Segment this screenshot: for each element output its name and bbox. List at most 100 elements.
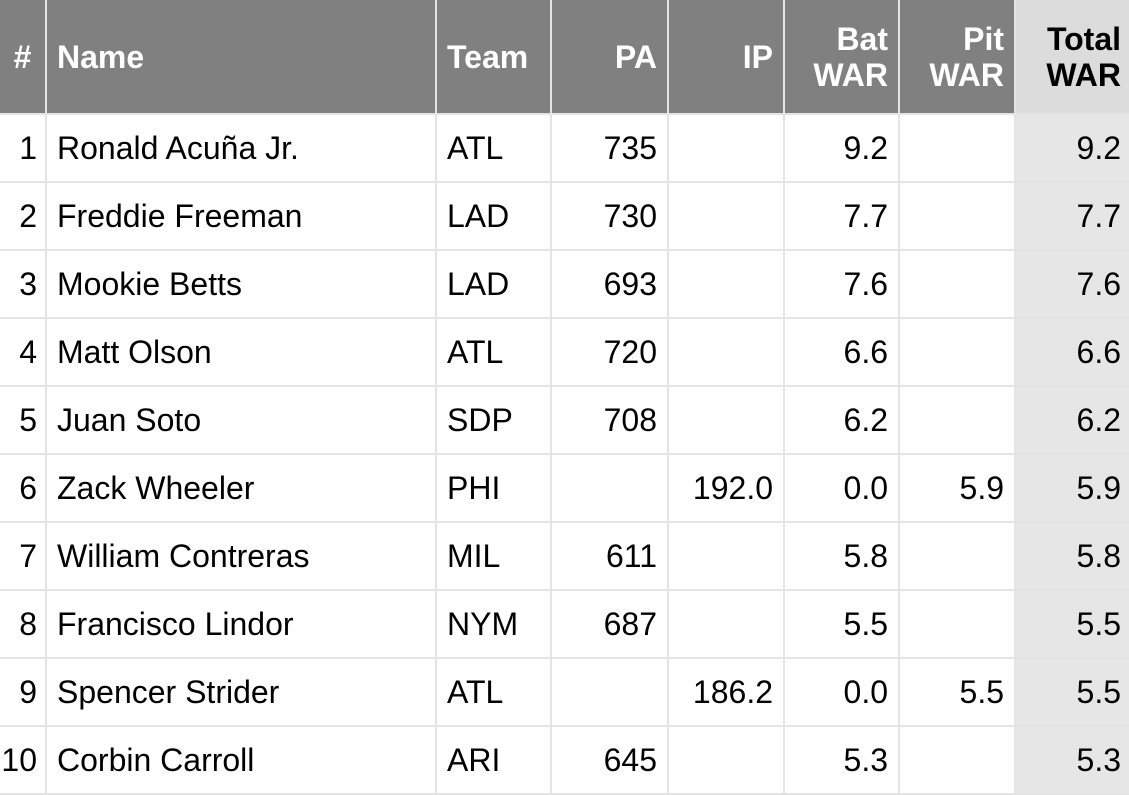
bat-war-cell: 5.8	[785, 523, 898, 589]
column-header: Total WAR	[1016, 0, 1129, 113]
table-row: 2 Freddie Freeman LAD 730 7.7 7.7	[0, 183, 1129, 249]
rank-cell: 1	[0, 115, 45, 181]
rank-cell: 3	[0, 251, 45, 317]
column-header: Team	[437, 0, 550, 113]
pit-war-cell	[900, 115, 1014, 181]
rank-cell: 10	[0, 727, 45, 793]
total-war-cell: 7.7	[1016, 183, 1129, 249]
team-cell: LAD	[437, 183, 550, 249]
pit-war-cell	[900, 591, 1014, 657]
table-row: 8 Francisco Lindor NYM 687 5.5 5.5	[0, 591, 1129, 657]
bat-war-cell: 9.2	[785, 115, 898, 181]
plate-appearances-cell	[552, 659, 667, 725]
total-war-cell: 5.5	[1016, 591, 1129, 657]
plate-appearances-cell: 645	[552, 727, 667, 793]
total-war-cell: 5.5	[1016, 659, 1129, 725]
player-name-cell: Zack Wheeler	[47, 455, 435, 521]
table-row: 3 Mookie Betts LAD 693 7.6 7.6	[0, 251, 1129, 317]
pit-war-cell	[900, 727, 1014, 793]
column-header: IP	[669, 0, 783, 113]
column-header: Pit WAR	[900, 0, 1014, 113]
bat-war-cell: 5.3	[785, 727, 898, 793]
bat-war-cell: 7.7	[785, 183, 898, 249]
table-row: 6 Zack Wheeler PHI 192.0 0.0 5.9 5.9	[0, 455, 1129, 521]
total-war-cell: 5.3	[1016, 727, 1129, 793]
player-name-cell: Matt Olson	[47, 319, 435, 385]
table-row: 1 Ronald Acuña Jr. ATL 735 9.2 9.2	[0, 115, 1129, 181]
player-name-cell: Mookie Betts	[47, 251, 435, 317]
bat-war-cell: 0.0	[785, 455, 898, 521]
pit-war-cell	[900, 319, 1014, 385]
team-cell: ATL	[437, 659, 550, 725]
bat-war-cell: 5.5	[785, 591, 898, 657]
rank-cell: 2	[0, 183, 45, 249]
team-cell: ATL	[437, 319, 550, 385]
bat-war-cell: 0.0	[785, 659, 898, 725]
team-cell: NYM	[437, 591, 550, 657]
table-row: 4 Matt Olson ATL 720 6.6 6.6	[0, 319, 1129, 385]
bat-war-cell: 6.6	[785, 319, 898, 385]
player-name-cell: Corbin Carroll	[47, 727, 435, 793]
total-war-cell: 6.6	[1016, 319, 1129, 385]
column-header: Name	[47, 0, 435, 113]
team-cell: PHI	[437, 455, 550, 521]
table-row: 7 William Contreras MIL 611 5.8 5.8	[0, 523, 1129, 589]
total-war-cell: 7.6	[1016, 251, 1129, 317]
bat-war-cell: 7.6	[785, 251, 898, 317]
rank-cell: 9	[0, 659, 45, 725]
table-row: 9 Spencer Strider ATL 186.2 0.0 5.5 5.5	[0, 659, 1129, 725]
player-name-cell: Freddie Freeman	[47, 183, 435, 249]
total-war-cell: 5.8	[1016, 523, 1129, 589]
player-name-cell: Francisco Lindor	[47, 591, 435, 657]
pit-war-cell	[900, 387, 1014, 453]
player-name-cell: Ronald Acuña Jr.	[47, 115, 435, 181]
rank-cell: 7	[0, 523, 45, 589]
innings-pitched-cell	[669, 251, 783, 317]
plate-appearances-cell: 611	[552, 523, 667, 589]
total-war-cell: 5.9	[1016, 455, 1129, 521]
total-war-cell: 6.2	[1016, 387, 1129, 453]
team-cell: LAD	[437, 251, 550, 317]
bat-war-cell: 6.2	[785, 387, 898, 453]
plate-appearances-cell: 730	[552, 183, 667, 249]
header-row: # Name Team PA IP Bat WAR Pit WAR Total WAR	[0, 0, 1129, 113]
rank-cell: 6	[0, 455, 45, 521]
column-header: PA	[552, 0, 667, 113]
plate-appearances-cell: 708	[552, 387, 667, 453]
plate-appearances-cell: 720	[552, 319, 667, 385]
innings-pitched-cell	[669, 115, 783, 181]
rank-cell: 8	[0, 591, 45, 657]
pit-war-cell: 5.9	[900, 455, 1014, 521]
innings-pitched-cell: 186.2	[669, 659, 783, 725]
total-war-cell: 9.2	[1016, 115, 1129, 181]
table-body: 1 Ronald Acuña Jr. ATL 735 9.2 9.2 2 Freddie Fr…	[0, 115, 1129, 793]
team-cell: ARI	[437, 727, 550, 793]
team-cell: SDP	[437, 387, 550, 453]
rank-cell: 5	[0, 387, 45, 453]
pit-war-cell: 5.5	[900, 659, 1014, 725]
plate-appearances-cell: 693	[552, 251, 667, 317]
table-row: 5 Juan Soto SDP 708 6.2 6.2	[0, 387, 1129, 453]
column-header: #	[0, 0, 45, 113]
innings-pitched-cell	[669, 591, 783, 657]
pit-war-cell	[900, 523, 1014, 589]
innings-pitched-cell	[669, 523, 783, 589]
player-name-cell: Juan Soto	[47, 387, 435, 453]
innings-pitched-cell	[669, 183, 783, 249]
table-row: 10 Corbin Carroll ARI 645 5.3 5.3	[0, 727, 1129, 793]
innings-pitched-cell	[669, 319, 783, 385]
pit-war-cell	[900, 183, 1014, 249]
team-cell: ATL	[437, 115, 550, 181]
plate-appearances-cell	[552, 455, 667, 521]
pit-war-cell	[900, 251, 1014, 317]
plate-appearances-cell: 687	[552, 591, 667, 657]
plate-appearances-cell: 735	[552, 115, 667, 181]
column-header: Bat WAR	[785, 0, 898, 113]
player-name-cell: William Contreras	[47, 523, 435, 589]
player-name-cell: Spencer Strider	[47, 659, 435, 725]
innings-pitched-cell: 192.0	[669, 455, 783, 521]
rank-cell: 4	[0, 319, 45, 385]
team-cell: MIL	[437, 523, 550, 589]
